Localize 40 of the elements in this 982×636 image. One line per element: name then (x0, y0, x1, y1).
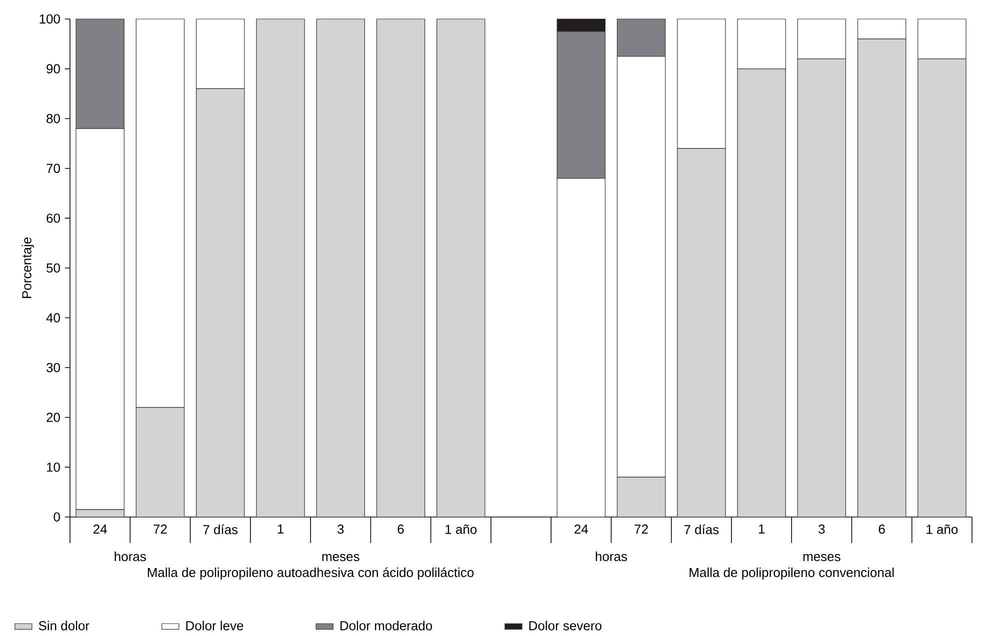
legend-label: Dolor leve (186, 620, 244, 630)
x-tick-label: 7 días (203, 524, 238, 534)
text: meses (322, 554, 360, 562)
y-tick-label: 50 (46, 263, 60, 273)
text: meses (803, 554, 840, 562)
x-tick-label: 72 (154, 524, 167, 534)
x-tick-label: 72 (634, 524, 648, 534)
text: horas (596, 552, 627, 562)
text: horas (114, 552, 146, 562)
legend-label: Dolor severo (529, 620, 602, 630)
legend-label: Sin dolor (38, 620, 90, 630)
bar (436, 18, 486, 518)
y-tick-label: 90 (46, 64, 60, 74)
y-tick-label: 20 (46, 412, 60, 422)
bar (256, 18, 305, 518)
bar (316, 18, 365, 518)
y-tick-label: 70 (46, 164, 60, 173)
x-tick-label: 1 año (446, 524, 477, 534)
y-tick-label: 80 (46, 114, 60, 124)
y-tick-label: 40 (46, 313, 60, 322)
x-tick-label: 1 (278, 524, 284, 534)
x-tick-label: 6 (398, 524, 404, 534)
x-tick-label: 24 (94, 524, 107, 534)
y-tick-label: 30 (46, 362, 60, 372)
x-tick-label: 1 (758, 524, 765, 534)
legend-label: Dolor moderado (340, 620, 432, 630)
text: Malla de polipropileno autoadhesiva con ácido poliláctico (148, 567, 474, 580)
bar (376, 18, 426, 518)
y-tick-label: 100 (40, 14, 60, 24)
y-axis-title: Porcentaje (22, 238, 34, 298)
text: Malla de polipropileno convencional (690, 568, 894, 580)
x-tick-label: 7 días (684, 524, 719, 534)
y-tick-label: 0 (54, 512, 60, 522)
x-tick-label: 1 año (926, 524, 958, 534)
x-tick-label: 24 (574, 524, 588, 534)
y-tick-label: 10 (47, 462, 60, 472)
y-tick-label: 60 (46, 214, 60, 223)
x-tick-label: 3 (818, 524, 825, 534)
x-tick-label: 6 (878, 524, 885, 534)
x-tick-label: 3 (337, 524, 344, 534)
